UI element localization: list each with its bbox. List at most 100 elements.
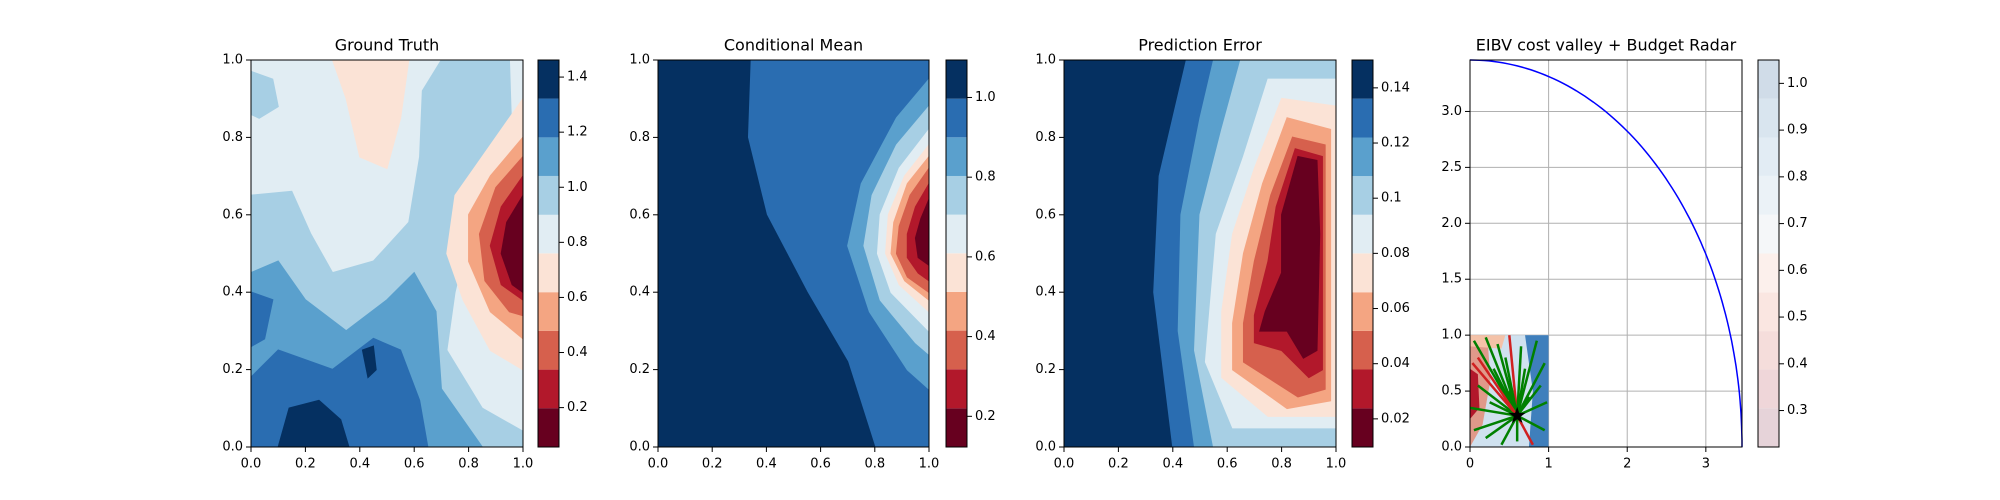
- x-tick-label: 0.8: [864, 457, 885, 472]
- colorbar-band: [946, 330, 967, 370]
- colorbar-band: [538, 175, 559, 215]
- colorbar-band: [1758, 175, 1779, 215]
- contour-region: [914, 197, 929, 266]
- subplot: 0.0 0.2 0.4 0.6 0.8 1.0 0.0 0.2 0.4 0.6 0.8 1.0 Grou…: [222, 36, 587, 472]
- y-tick-label: 0.0: [1441, 440, 1462, 455]
- colorbar-tick-label: 0.4: [567, 345, 588, 360]
- colorbar-band: [946, 369, 967, 409]
- colorbar-band: [538, 253, 559, 293]
- colorbar-tick-label: 0.6: [975, 249, 996, 264]
- y-tick-label: 0.2: [629, 362, 650, 377]
- colorbar-tick-label: 1.0: [1787, 76, 1808, 91]
- colorbar-band: [1352, 253, 1373, 293]
- colorbar-tick-label: 0.12: [1381, 136, 1410, 151]
- colorbar-band: [1758, 369, 1779, 409]
- colorbar-band: [538, 330, 559, 370]
- colorbar-tick-label: 0.6: [567, 290, 588, 305]
- colorbar-band: [1758, 331, 1779, 370]
- x-tick-label: 0.4: [349, 457, 370, 472]
- colorbar-tick-label: 0.2: [975, 409, 996, 424]
- x-tick-label: 1: [1544, 457, 1552, 472]
- x-tick-label: 0.8: [1271, 457, 1292, 472]
- colorbar-frame: [537, 59, 560, 448]
- path-line: [1517, 397, 1529, 416]
- x-tick-label: 0.8: [458, 457, 479, 472]
- contour-region: [500, 194, 523, 294]
- colorbar-band: [946, 98, 967, 138]
- colorbar-band: [1352, 98, 1373, 138]
- x-tick-label: 0.6: [1217, 457, 1238, 472]
- chart-title: Prediction Error: [1138, 36, 1262, 55]
- colorbar-band: [538, 98, 559, 138]
- colorbar-band: [538, 60, 559, 99]
- colorbar-band: [1758, 137, 1779, 176]
- contour-field: [658, 60, 929, 447]
- x-tick-label: 0.2: [702, 457, 723, 472]
- colorbar-band: [1352, 137, 1373, 177]
- path-line: [1517, 369, 1525, 416]
- y-tick-label: 1.0: [222, 53, 243, 68]
- contour-region: [251, 291, 274, 348]
- cost-field: [1470, 335, 1549, 447]
- colorbar-tick-label: 0.9: [1787, 123, 1808, 138]
- colorbar-band: [1352, 60, 1373, 99]
- colorbar-frame: [1757, 59, 1780, 448]
- contour-field: [251, 60, 523, 447]
- path-line: [1474, 416, 1517, 431]
- colorbar-band: [1352, 330, 1373, 370]
- y-tick-label: 0.0: [1035, 440, 1056, 455]
- colorbar-band: [946, 214, 967, 254]
- x-tick-label: 3: [1702, 457, 1710, 472]
- colorbar-tick-label: 1.0: [567, 180, 588, 195]
- colorbar-tick-label: 0.7: [1787, 216, 1808, 231]
- axes-frame: [1469, 59, 1743, 448]
- contour-region: [361, 345, 377, 379]
- colorbar-band: [946, 175, 967, 215]
- x-tick-label: 2: [1623, 457, 1631, 472]
- field-red: [1470, 335, 1491, 447]
- colorbar-band: [538, 214, 559, 254]
- colorbar-band: [946, 291, 967, 331]
- colorbar-tick-label: 0.8: [1787, 169, 1808, 184]
- colorbar-band: [946, 253, 967, 292]
- path-line: [1509, 335, 1517, 416]
- x-tick-label: 0.2: [1108, 457, 1129, 472]
- y-tick-label: 0.8: [222, 130, 243, 145]
- colorbar-band: [538, 408, 559, 447]
- path-line: [1472, 363, 1517, 416]
- path-line: [1486, 416, 1517, 438]
- x-tick-label: 0.6: [404, 457, 425, 472]
- colorbar-band: [946, 137, 967, 176]
- colorbar-tick-label: 1.2: [567, 125, 588, 140]
- y-tick-label: 0.5: [1441, 384, 1462, 399]
- x-tick-label: 0.2: [295, 457, 316, 472]
- colorbar-band: [538, 137, 559, 176]
- y-tick-label: 0.6: [222, 207, 243, 222]
- contour-region: [331, 60, 410, 170]
- y-tick-label: 0.0: [222, 440, 243, 455]
- colorbar-tick-label: 0.06: [1381, 301, 1410, 316]
- colorbar-tick-label: 0.02: [1381, 411, 1410, 426]
- axes-frame: [1063, 59, 1337, 448]
- colorbar-band: [1758, 408, 1779, 447]
- colorbar-band: [1352, 176, 1373, 215]
- x-tick-label: 0.0: [241, 457, 262, 472]
- colorbar-tick-label: 1.0: [975, 90, 996, 105]
- colorbar-tick-label: 0.08: [1381, 246, 1410, 261]
- colorbar-tick-label: 0.3: [1787, 403, 1808, 418]
- subplot: 0.0 0.2 0.4 0.6 0.8 1.0 0.0 0.2 0.4 0.6 0.8 1.0 Cond…: [629, 36, 995, 472]
- x-tick-label: 1.0: [513, 457, 534, 472]
- colorbar-band: [1758, 253, 1779, 293]
- colorbar-band: [1758, 214, 1779, 254]
- y-tick-label: 0.4: [222, 285, 243, 300]
- x-tick-label: 0.0: [1054, 457, 1075, 472]
- y-tick-label: 2.5: [1441, 160, 1462, 175]
- colorbar-band: [946, 60, 967, 99]
- contour-region: [658, 60, 876, 447]
- y-tick-label: 0.2: [222, 362, 243, 377]
- colorbar-tick-label: 0.04: [1381, 356, 1410, 371]
- x-tick-label: 0.4: [756, 457, 777, 472]
- path-line: [1478, 358, 1517, 416]
- path-line: [1470, 408, 1517, 416]
- y-tick-label: 1.5: [1441, 272, 1462, 287]
